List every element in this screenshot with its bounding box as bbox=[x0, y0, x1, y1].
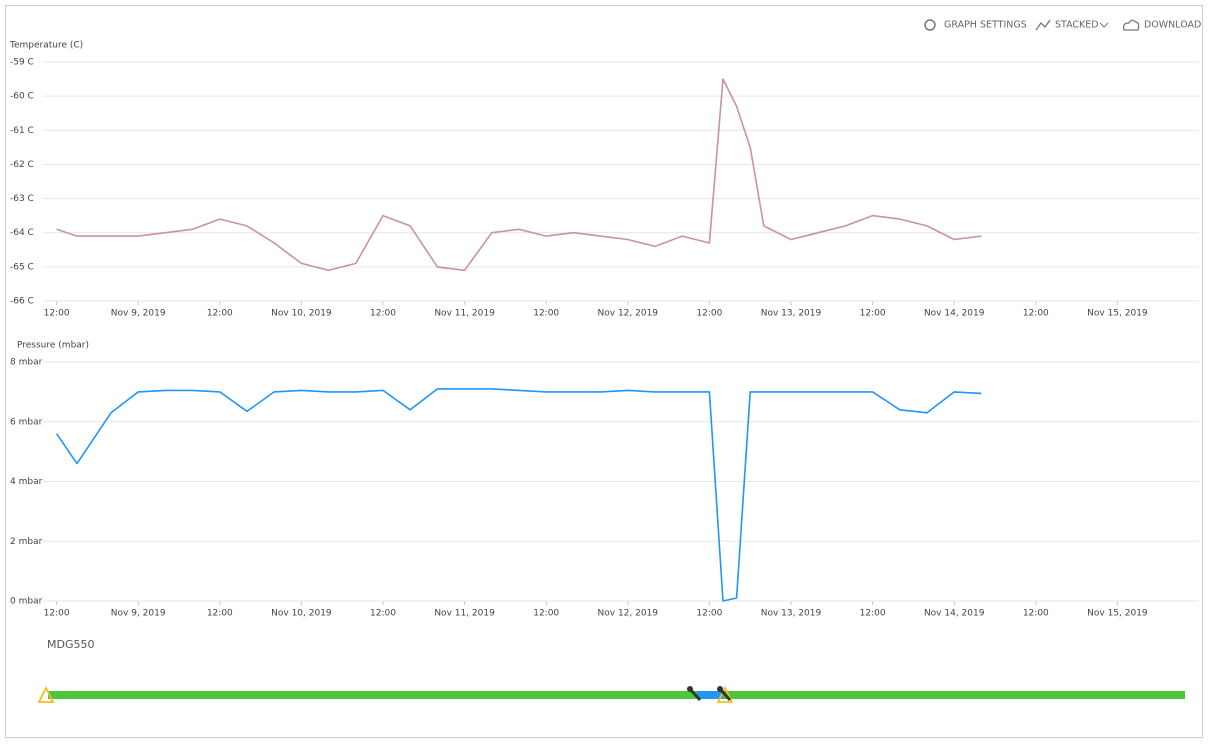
chevron bbox=[1099, 22, 1109, 28]
download-button[interactable]: DOWNLOAD bbox=[1122, 19, 1202, 31]
frame bbox=[5, 5, 1203, 738]
x-tick-label: Nov 10, 2019 bbox=[271, 609, 332, 619]
x-tick-label: 12:00 bbox=[696, 609, 722, 619]
data-line bbox=[56, 78, 982, 272]
x-tick-label: Nov 15, 2019 bbox=[1087, 309, 1148, 319]
y-tick-label: -65 C bbox=[10, 262, 34, 272]
x-tick-label: 12:00 bbox=[696, 309, 722, 319]
x-tick-label: Nov 13, 2019 bbox=[761, 309, 822, 319]
graph-settings-button[interactable]: GRAPH SETTINGS bbox=[924, 19, 1027, 31]
y-tick-label: -60 C bbox=[10, 92, 34, 102]
stacked-button[interactable]: STACKED bbox=[1035, 19, 1109, 31]
x-tick-label: Nov 12, 2019 bbox=[598, 309, 659, 319]
x-tick-label: Nov 11, 2019 bbox=[434, 309, 495, 319]
graph-settings-label[interactable]: GRAPH SETTINGS bbox=[944, 20, 1027, 31]
x-tick-label: Nov 10, 2019 bbox=[271, 309, 332, 319]
x-tick-label: 12:00 bbox=[533, 309, 559, 319]
x-tick-label: 12:00 bbox=[207, 309, 233, 319]
y-tick-label: 2 mbar bbox=[10, 537, 43, 547]
status-maintenance bbox=[697, 691, 723, 699]
download-label[interactable]: DOWNLOAD bbox=[1144, 20, 1201, 31]
wrench-head bbox=[687, 686, 693, 692]
data-line bbox=[55, 388, 982, 602]
status-timeline bbox=[37, 685, 1185, 703]
device-label: MDG550 bbox=[47, 638, 94, 651]
x-tick-label: Nov 14, 2019 bbox=[924, 609, 985, 619]
x-tick-label: Nov 9, 2019 bbox=[111, 609, 166, 619]
x-tick-label: Nov 12, 2019 bbox=[598, 609, 659, 619]
wrench-head bbox=[717, 686, 723, 692]
y-tick-label: -63 C bbox=[10, 194, 34, 204]
y-tick-label: 8 mbar bbox=[10, 358, 43, 368]
x-tick-label: Nov 15, 2019 bbox=[1087, 609, 1148, 619]
y-axis-title: Pressure (mbar) bbox=[17, 341, 89, 351]
x-tick-label: Nov 9, 2019 bbox=[111, 309, 166, 319]
warning-icon bbox=[37, 685, 55, 703]
x-tick-label: 12:00 bbox=[370, 309, 396, 319]
y-tick-label: -62 C bbox=[10, 160, 34, 170]
cloud-icon bbox=[1122, 19, 1140, 31]
y-tick-label: 0 mbar bbox=[10, 597, 43, 607]
x-tick-label: 12:00 bbox=[44, 309, 70, 319]
x-tick-label: Nov 13, 2019 bbox=[761, 609, 822, 619]
status-ok bbox=[48, 691, 1185, 699]
x-tick-label: 12:00 bbox=[533, 609, 559, 619]
y-tick-label: -59 C bbox=[10, 58, 34, 68]
x-tick-label: 12:00 bbox=[1023, 609, 1049, 619]
stacked-icon bbox=[1035, 19, 1051, 31]
y-tick-label: 6 mbar bbox=[10, 417, 43, 427]
y-tick-label: 4 mbar bbox=[10, 477, 43, 487]
x-tick-label: 12:00 bbox=[860, 609, 886, 619]
x-tick-label: 12:00 bbox=[860, 309, 886, 319]
gear-icon bbox=[924, 19, 936, 31]
x-tick-label: Nov 11, 2019 bbox=[434, 609, 495, 619]
y-tick-label: -61 C bbox=[10, 126, 34, 136]
stacked-label[interactable]: STACKED bbox=[1055, 20, 1099, 31]
x-tick-label: 12:00 bbox=[44, 609, 70, 619]
warning-icon bbox=[716, 685, 734, 703]
y-tick-label: -64 C bbox=[10, 228, 34, 238]
y-axis-title: Temperature (C) bbox=[9, 41, 83, 51]
x-tick-label: 12:00 bbox=[1023, 309, 1049, 319]
x-tick-label: 12:00 bbox=[207, 609, 233, 619]
x-tick-label: Nov 14, 2019 bbox=[924, 309, 985, 319]
y-tick-label: -66 C bbox=[10, 297, 34, 307]
x-tick-label: 12:00 bbox=[370, 609, 396, 619]
